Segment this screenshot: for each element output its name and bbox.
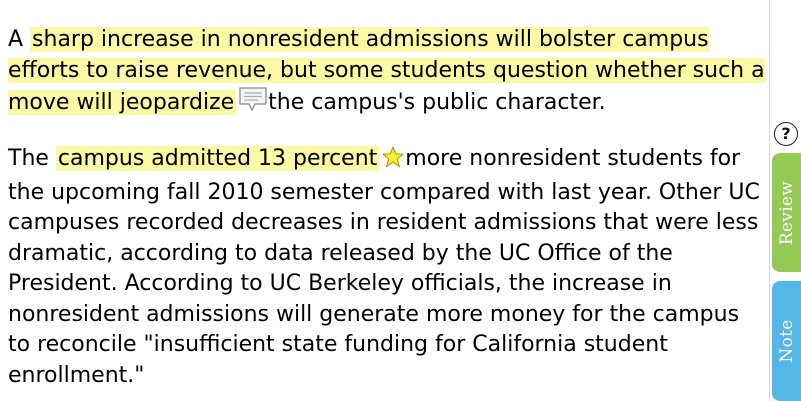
- paragraph-2: The campus admitted 13 percent more nonre…: [8, 144, 768, 391]
- star-icon[interactable]: [381, 146, 405, 178]
- article-body: A sharp increase in nonresident admissio…: [8, 0, 770, 401]
- paragraph-lead: A: [8, 27, 31, 52]
- paragraph-rest: more nonresident students for the upcomi…: [8, 146, 760, 388]
- review-tab[interactable]: Review: [772, 153, 801, 272]
- paragraph-lead: The: [8, 146, 56, 171]
- help-button[interactable]: ?: [774, 122, 798, 146]
- highlighted-text[interactable]: campus admitted 13 percent: [55, 146, 380, 171]
- note-tab[interactable]: Note: [772, 281, 801, 401]
- review-tab-label: Review: [776, 180, 797, 245]
- note-tab-label: Note: [776, 319, 797, 363]
- highlighted-text[interactable]: sharp increase in nonresident admissions…: [8, 27, 765, 115]
- comment-bubble-icon[interactable]: [238, 86, 268, 122]
- paragraph-1: A sharp increase in nonresident admissio…: [8, 25, 768, 122]
- paragraph-rest: the campus's public character.: [268, 90, 606, 115]
